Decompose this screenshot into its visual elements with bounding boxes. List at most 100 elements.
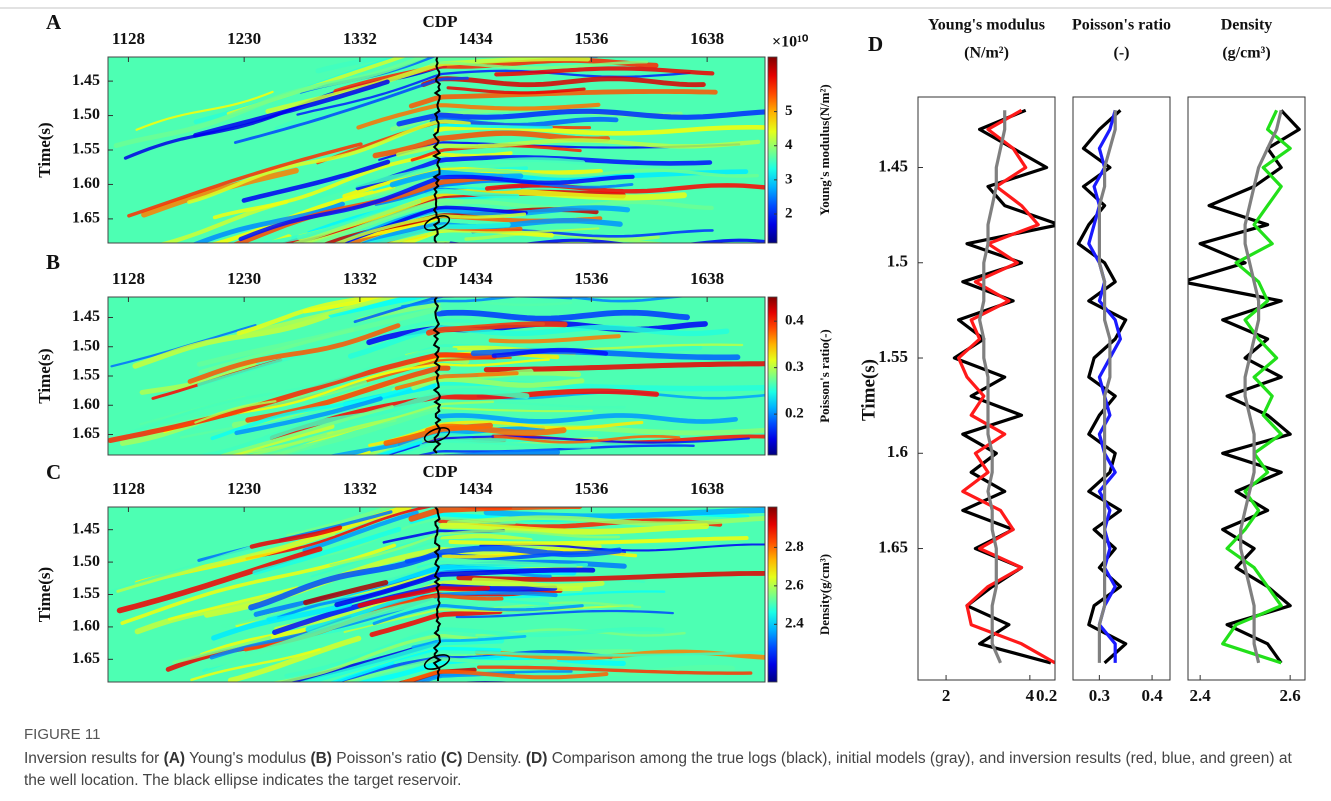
seismic-texture [353, 297, 573, 324]
seismic-texture [372, 604, 584, 626]
seismic-texture [167, 586, 299, 621]
seismic-texture [142, 705, 374, 712]
seismic-texture [494, 66, 715, 77]
seismic-texture [265, 57, 591, 114]
x-tick-label: 1230 [227, 29, 261, 48]
x-axis-title: CDP [423, 462, 458, 481]
seismic-texture [248, 545, 623, 611]
caption-label: FIGURE 11 [24, 726, 101, 743]
colorbar-tick-label: 0.2 [785, 406, 804, 422]
seismic-texture [389, 169, 524, 188]
log-curve [1221, 109, 1292, 665]
seismic-texture [369, 297, 388, 300]
y-tick-label: 1.65 [72, 650, 100, 667]
seismic-texture [234, 396, 383, 436]
caption-segment: Inversion results for [24, 750, 164, 767]
seismic-texture [284, 627, 665, 678]
track-curves [1076, 109, 1128, 665]
y-tick-label: 1.65 [72, 425, 100, 442]
seismic-texture [448, 535, 749, 546]
caption-segment: Young's modulus [185, 750, 311, 767]
x-tick-label: 1536 [574, 29, 608, 48]
seismic-texture [419, 439, 591, 449]
x-tick-label: 2 [942, 686, 951, 705]
seismic-texture [249, 525, 343, 549]
seismic-texture [228, 686, 564, 712]
reservoir-ellipse [423, 427, 451, 443]
seismic-texture [457, 680, 515, 682]
seismic-texture [377, 379, 765, 401]
seismic-texture [470, 601, 642, 610]
colorbar-tick-label: 3 [785, 171, 793, 187]
seismic-texture [411, 635, 527, 649]
seismic-texture [187, 323, 401, 384]
well-log-trace [431, 57, 442, 243]
seismic-texture [221, 560, 577, 629]
seismic-texture [172, 635, 272, 665]
x-tick-label: 1128 [112, 479, 145, 498]
seismic-texture [328, 215, 441, 243]
x-tick-label: 0.3 [1089, 686, 1110, 705]
track-title: Density [1221, 17, 1273, 34]
x-tick-label: 1536 [574, 269, 608, 288]
seismic-texture [408, 89, 718, 109]
seismic-texture [350, 685, 430, 708]
seismic-texture [446, 41, 782, 47]
seismic-texture [190, 648, 321, 682]
seismic-texture [254, 405, 442, 455]
caption-segment: Density. [462, 750, 526, 767]
y-tick-label: 1.55 [72, 585, 100, 602]
colorbar [767, 506, 778, 683]
track-curves [952, 108, 1055, 665]
seismic-texture [493, 434, 681, 444]
seismic-texture [488, 334, 621, 344]
caption-segment: (A) [163, 750, 186, 767]
seismic-texture [439, 449, 560, 455]
seismic-texture [193, 79, 390, 138]
seismic-texture [447, 515, 765, 527]
seismic-texture [245, 507, 513, 560]
seismic-image [108, 297, 765, 455]
seismic-texture [116, 532, 336, 593]
seismic-texture [413, 670, 573, 682]
colorbar-exponent: ×10¹⁰ [772, 34, 809, 51]
reservoir-ellipse [423, 654, 451, 670]
seismic-texture [139, 361, 257, 395]
panel-label: D [868, 32, 883, 56]
seismic-texture [241, 159, 391, 203]
seismic-texture [440, 533, 533, 543]
track-title: Young's modulus [928, 17, 1045, 34]
seismic-texture [305, 588, 432, 633]
x-tick-label: 1230 [227, 479, 261, 498]
seismic-texture [326, 406, 593, 435]
seismic-texture [222, 405, 394, 455]
track-frame [1072, 96, 1171, 681]
seismic-texture [192, 201, 345, 243]
seismic-texture [159, 199, 289, 243]
seismic-texture [252, 526, 402, 576]
y-tick-label: 1.6 [887, 442, 908, 461]
seismic-texture [424, 423, 567, 436]
seismic-texture [245, 365, 451, 423]
seismic-texture [344, 657, 558, 682]
seismic-texture [401, 297, 690, 308]
seismic-texture [425, 321, 568, 336]
x-tick-label: 4 [1026, 686, 1035, 705]
track-title: (-) [1114, 45, 1130, 62]
colorbar-tick-label: 4 [785, 137, 793, 153]
seismic-image [108, 41, 782, 243]
track-title: (N/m²) [964, 45, 1009, 62]
x-tick-label: 1434 [459, 269, 494, 288]
seismic-texture [334, 567, 596, 608]
well-log-trace [432, 297, 442, 454]
colorbar-tick-label: 2.8 [785, 539, 804, 555]
x-tick-label: 1128 [112, 269, 145, 288]
x-exponent: ×10¹⁰ [956, 710, 997, 712]
seismic-texture [135, 90, 274, 131]
log-curve [1097, 110, 1117, 663]
y-tick-label: 1.65 [878, 537, 908, 556]
seismic-texture [236, 297, 387, 336]
y-tick-label: 1.50 [72, 337, 100, 354]
track-title: Poisson's ratio [1072, 17, 1171, 34]
seismic-texture [308, 157, 586, 202]
